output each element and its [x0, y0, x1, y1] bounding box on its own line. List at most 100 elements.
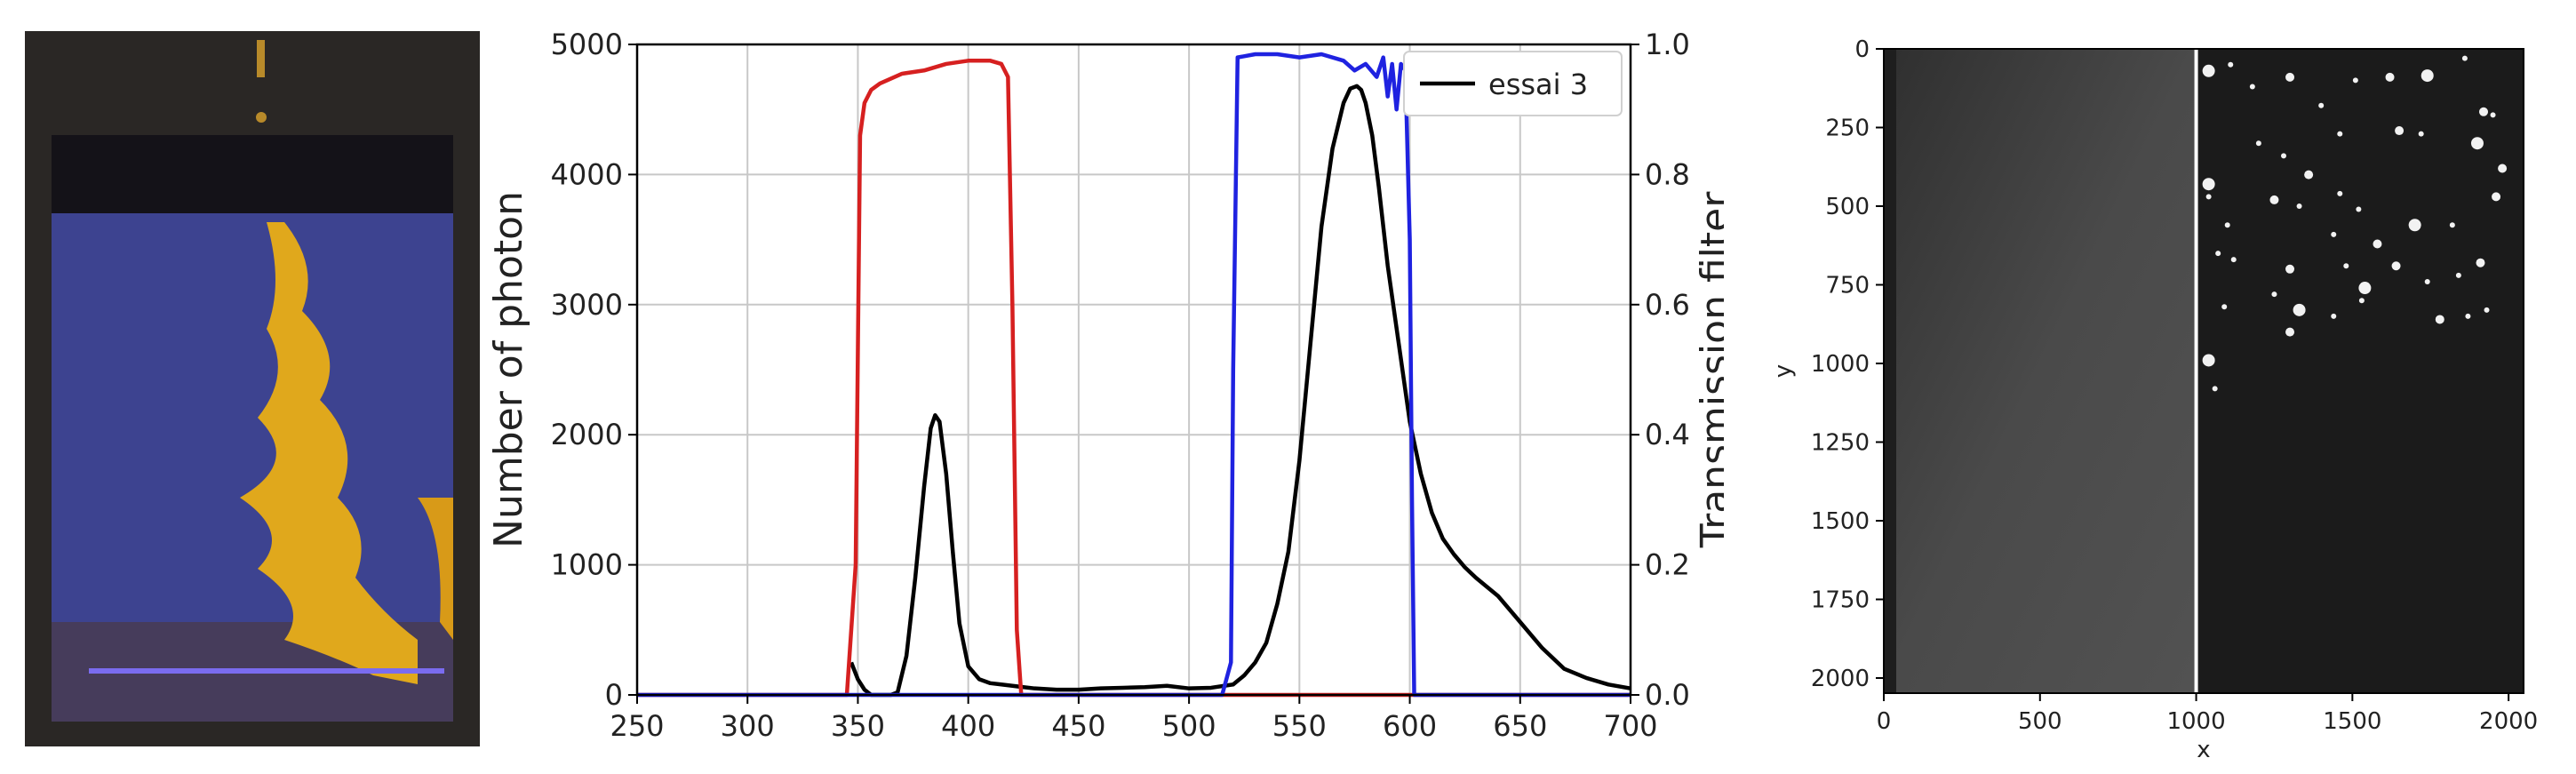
particle [2202, 64, 2215, 77]
x-tick-label: 0 [1877, 708, 1892, 735]
dye-side-plume [418, 498, 453, 640]
particle [2249, 84, 2255, 90]
y-right-tick-label: 0.2 [1645, 548, 1690, 582]
x-tick-label: 350 [831, 709, 885, 743]
particle [2285, 72, 2295, 82]
particle [2356, 206, 2362, 212]
drip-droplet [256, 112, 267, 123]
particle [2490, 112, 2496, 118]
y-right-tick-label: 0.0 [1645, 678, 1690, 712]
photo-panel [0, 0, 498, 770]
particle [2271, 291, 2277, 298]
particle [2304, 170, 2314, 180]
series-line-d62020 [637, 59, 1631, 698]
particle [2205, 194, 2212, 200]
particle [2418, 131, 2424, 137]
particle [2285, 327, 2295, 337]
particle [2337, 131, 2343, 137]
y-tick-label: 750 [1825, 273, 1870, 299]
spectrum-svg: 250 300 350 400 450 500 550 600 650 700 0 1000 2000 3… [486, 28, 1738, 743]
tank-top-strip [52, 135, 453, 213]
legend: essai 3 [1403, 51, 1623, 116]
particle [2479, 107, 2488, 116]
x-tick-label: 600 [1383, 709, 1437, 743]
dye-plume [240, 222, 418, 684]
particle [2228, 61, 2234, 68]
series-line-1f22e0 [637, 52, 1631, 698]
x-tick-label: 650 [1493, 709, 1547, 743]
right-half-image [2196, 49, 2524, 693]
spectrum-chart: 250 300 350 400 450 500 550 600 650 700 0 1000 2000 3… [462, 0, 1738, 770]
particle [2331, 231, 2337, 237]
particle [2498, 164, 2508, 173]
particle [2373, 239, 2382, 249]
left-half-image [1884, 49, 2197, 693]
particle [2343, 263, 2349, 269]
particle [2352, 77, 2358, 84]
camera-svg: 0 500 1000 1500 2000 0 250 500 750 1000 1250 1500 17… [1770, 36, 2538, 763]
particle [2420, 69, 2434, 83]
x-axis-label: x [2197, 737, 2210, 763]
x-tick-label: 450 [1051, 709, 1105, 743]
particle [2476, 258, 2485, 267]
particle [2318, 102, 2325, 108]
particle [2215, 251, 2221, 257]
y-tick-label: 1250 [1811, 430, 1870, 457]
drip-stream [257, 40, 265, 77]
particle [2202, 354, 2215, 367]
particle [2221, 304, 2228, 310]
x-tick-label: 1000 [2166, 708, 2225, 735]
particle [2492, 192, 2501, 202]
particle [2212, 386, 2218, 392]
particle [2449, 222, 2455, 228]
y-tick-label: 5000 [551, 28, 623, 61]
y-right-axis-label: Transmission filter [1693, 191, 1724, 548]
x-tick-label: 500 [2018, 708, 2062, 735]
y-tick-label: 500 [1825, 194, 1870, 220]
y-right-tick-label: 0.6 [1645, 288, 1690, 322]
particle [2358, 298, 2365, 304]
y-tick-label: 250 [1825, 116, 1870, 142]
y-tick-label: 3000 [551, 288, 623, 322]
particle [2358, 282, 2372, 295]
y-tick-label: 4000 [551, 157, 623, 191]
x-tick-label: 700 [1603, 709, 1657, 743]
y-right-tick-label: 0.8 [1645, 157, 1690, 191]
particle [2255, 140, 2261, 147]
y-tick-label: 1000 [551, 548, 623, 582]
particle [2408, 219, 2421, 232]
y-tick-label: 1750 [1811, 587, 1870, 614]
laser-band [89, 668, 444, 674]
y-right-tick-label: 0.4 [1645, 418, 1690, 451]
x-tick-label: 550 [1272, 709, 1327, 743]
x-tick-label: 500 [1162, 709, 1216, 743]
x-tick-label: 400 [941, 709, 995, 743]
y-tick-label: 2000 [1811, 666, 1870, 692]
particle [2385, 72, 2395, 82]
image-frame [1883, 48, 2524, 694]
legend-box [1403, 51, 1623, 116]
tank-photo [25, 31, 480, 746]
particle [2424, 278, 2430, 284]
y-tick-label: 1000 [1811, 351, 1870, 378]
x-tick-label: 2000 [2479, 708, 2538, 735]
particle [2465, 313, 2471, 319]
y-tick-label: 0 [1854, 36, 1870, 63]
x-tick-label: 300 [721, 709, 775, 743]
particle [2202, 178, 2215, 191]
particle [2470, 137, 2484, 150]
plot-frame [635, 43, 1632, 697]
particle [2331, 313, 2337, 319]
particle [2269, 195, 2279, 204]
particle [2455, 272, 2461, 278]
particle [2293, 303, 2306, 316]
particle [2285, 264, 2295, 274]
y-tick-label: 0 [605, 678, 623, 712]
y-axis-label: y [1770, 364, 1797, 378]
particle [2296, 203, 2302, 210]
particle [2281, 153, 2286, 159]
particle [2224, 222, 2230, 228]
y-right-tick-label: 1.0 [1645, 28, 1690, 61]
legend-label: essai 3 [1488, 68, 1588, 101]
left-edge-strip [1884, 49, 1896, 693]
